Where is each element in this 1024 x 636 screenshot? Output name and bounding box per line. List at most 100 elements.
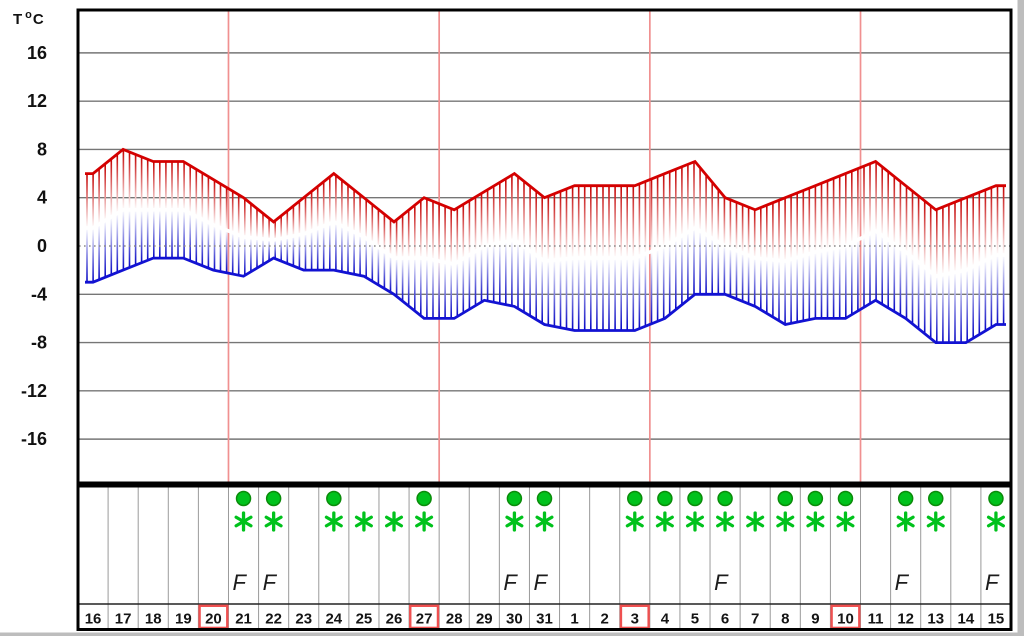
snowflake-icon (776, 515, 795, 528)
strip-border (76, 484, 1013, 631)
day-number: 2 (601, 611, 609, 628)
max-min-temperature-lines (85, 147, 1006, 345)
f-marker: F (503, 570, 518, 595)
green-dot-icon (536, 490, 553, 507)
tmean-line (85, 208, 1006, 279)
sunday-highlight-box (830, 604, 861, 630)
green-dot-icon (777, 490, 794, 507)
day-number: 23 (295, 611, 312, 628)
snowflake-icon (655, 515, 674, 528)
y-tick-label: -16 (21, 429, 47, 449)
snowflake-icon (535, 515, 554, 528)
day-number: 7 (751, 611, 759, 628)
snowflake-icon (926, 515, 945, 528)
right-margin (1017, 0, 1024, 636)
snowflake-icon (716, 515, 735, 528)
sunday-highlight-box (619, 604, 650, 630)
day-number: 27 (416, 611, 433, 628)
snowflake-icon (986, 515, 1005, 528)
y-tick-label: 8 (37, 139, 47, 159)
chart-borders (76, 8, 1013, 631)
green-dot-icon (657, 490, 673, 507)
f-marker: F (895, 570, 910, 595)
day-number: 13 (927, 611, 944, 628)
day-number: 12 (897, 611, 914, 628)
snowflake-icon (415, 515, 434, 528)
snowflake-icon (234, 515, 253, 528)
day-number: 29 (476, 611, 493, 628)
snowflake-icon (385, 515, 404, 528)
day-number: 10 (837, 611, 854, 628)
green-dot-icon (717, 490, 733, 507)
day-number: 6 (721, 611, 729, 628)
snowflake-icon (836, 515, 855, 528)
snowflake-icon (685, 515, 704, 528)
plot-border (76, 8, 1013, 485)
day-number: 5 (691, 611, 699, 628)
f-marker: F (714, 570, 729, 595)
green-dot-icon (506, 490, 523, 507)
day-strip-bg (78, 486, 1011, 630)
f-marker: F (233, 570, 248, 595)
day-number: 24 (325, 611, 342, 628)
green-dot-icon (235, 490, 252, 507)
sunday-highlight-box (198, 604, 229, 630)
tmin-line (85, 256, 1006, 345)
day-number: 11 (868, 611, 884, 628)
day-number: 1 (570, 611, 578, 628)
green-dot-icon (897, 490, 914, 507)
day-number: 28 (446, 611, 463, 628)
y-tick-label: 0 (37, 236, 47, 256)
day-number: 16 (85, 611, 102, 628)
y-tick-label: 4 (37, 188, 47, 208)
day-number: 3 (631, 611, 639, 628)
snowflake-icon (505, 515, 524, 528)
f-marker: F (263, 570, 278, 595)
y-tick-label: 12 (27, 91, 47, 111)
day-number: 14 (958, 611, 975, 628)
day-number: 19 (175, 611, 192, 628)
day-number: 30 (506, 611, 523, 628)
day-number: 8 (781, 611, 789, 628)
green-dot-icon (687, 490, 703, 507)
day-number: 4 (661, 611, 670, 628)
green-dot-icon (837, 490, 854, 507)
day-number: 26 (386, 611, 403, 628)
green-dot-icon (988, 490, 1004, 507)
sunday-highlight-box (409, 604, 440, 630)
snowflake-icon (264, 515, 283, 528)
y-tick-label: -12 (21, 381, 47, 401)
green-dot-icon (807, 490, 824, 507)
y-tick-label: 16 (27, 43, 47, 63)
y-tick-label: -4 (31, 284, 47, 304)
green-dot-icon (627, 490, 643, 507)
snowflake-icon (625, 515, 644, 528)
day-number: 15 (988, 611, 1005, 628)
mean-temperature-line (85, 208, 1006, 279)
day-number: 25 (356, 611, 373, 628)
day-number: 31 (536, 611, 553, 628)
day-number: 17 (115, 611, 132, 628)
y-tick-label: -8 (31, 333, 47, 353)
f-marker: F (985, 570, 1000, 595)
bottom-margin (0, 632, 1024, 636)
day-number: 20 (205, 611, 222, 628)
f-marker: F (534, 570, 549, 595)
day-number: 9 (811, 611, 819, 628)
snowflake-icon (746, 515, 765, 528)
day-number: 21 (235, 611, 252, 628)
tmax-line (85, 147, 1006, 224)
day-number: 22 (265, 611, 282, 628)
day-number: 18 (145, 611, 162, 628)
snowflake-icon (806, 515, 825, 528)
green-dot-icon (416, 490, 432, 507)
snowflake-icon (324, 515, 343, 528)
snowflake-icon (354, 515, 373, 528)
snowflake-icon (896, 515, 915, 528)
green-dot-icon (928, 490, 944, 507)
green-dot-icon (326, 490, 342, 507)
